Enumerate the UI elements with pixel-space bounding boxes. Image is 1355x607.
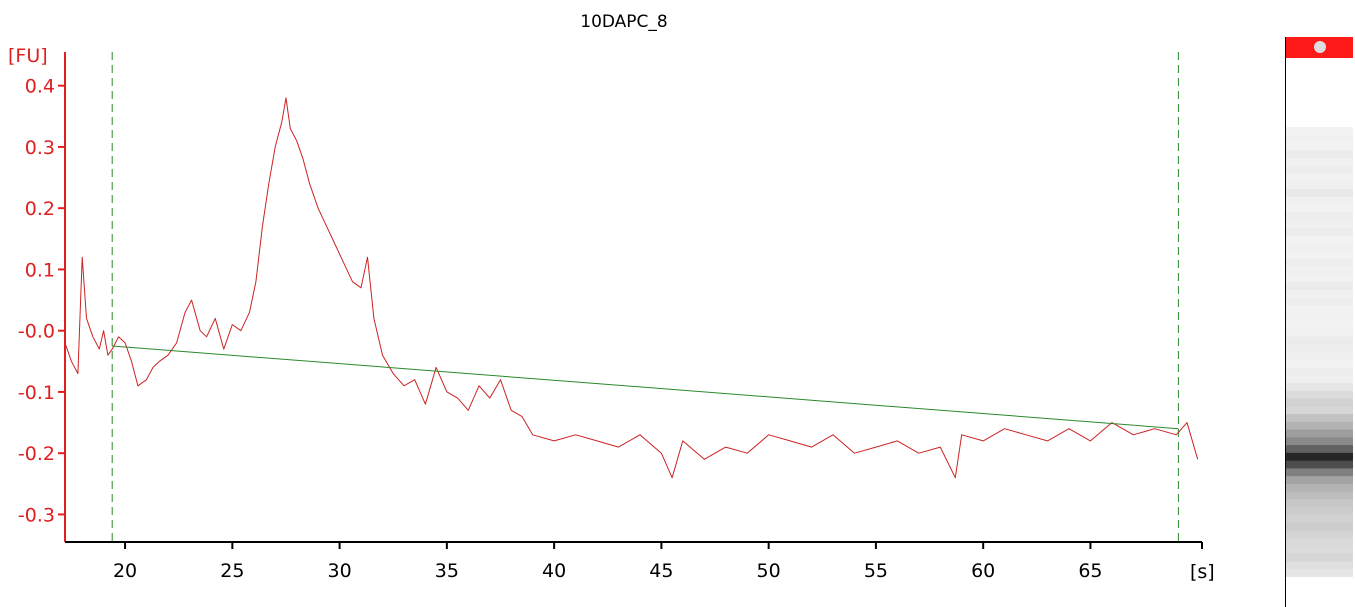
gel-band	[1286, 297, 1353, 306]
y-tick-label: -0.3	[18, 504, 55, 526]
gel-band	[1286, 414, 1353, 423]
gel-band	[1286, 204, 1353, 213]
gel-band-gradient	[1286, 127, 1353, 577]
chart-title: 10DAPC_8	[580, 12, 668, 32]
gel-band	[1286, 530, 1353, 539]
gel-band	[1286, 142, 1353, 151]
gel-band	[1286, 212, 1353, 221]
x-tick-label: 35	[435, 560, 459, 582]
gel-band	[1286, 522, 1353, 531]
gel-band	[1286, 390, 1353, 400]
gel-band	[1286, 383, 1353, 392]
gel-band	[1286, 561, 1353, 570]
gel-band	[1286, 514, 1353, 524]
gel-band	[1286, 313, 1353, 322]
signal-trace-line	[64, 97, 1199, 479]
x-tick-label: 45	[649, 560, 673, 582]
gel-band	[1286, 258, 1353, 268]
y-axis-unit-label: [FU]	[8, 45, 48, 67]
baseline-line	[112, 345, 1179, 430]
gel-band	[1286, 476, 1353, 485]
gel-band	[1286, 235, 1353, 244]
x-axis-unit-label: [s]	[1190, 561, 1215, 583]
y-tick-label: 0.3	[25, 137, 55, 159]
gel-band	[1286, 127, 1353, 136]
gel-band	[1286, 398, 1353, 407]
lane-marker-band	[1286, 37, 1353, 58]
gel-band	[1286, 196, 1353, 206]
gel-band	[1286, 545, 1353, 555]
gel-band	[1286, 406, 1353, 415]
gel-band	[1286, 344, 1353, 353]
gel-band	[1286, 445, 1353, 454]
gel-band	[1286, 227, 1353, 237]
x-tick-label: 60	[971, 560, 995, 582]
gel-band	[1286, 274, 1353, 283]
gel-band	[1286, 460, 1353, 469]
gel-band	[1286, 305, 1353, 314]
gel-band	[1286, 352, 1353, 361]
gel-band	[1286, 538, 1353, 547]
gel-lane-image	[1285, 37, 1353, 607]
gel-band	[1286, 491, 1353, 500]
x-tick-label: 25	[220, 560, 244, 582]
gel-band	[1286, 429, 1353, 438]
gel-band	[1286, 189, 1353, 198]
x-tick-label: 30	[328, 560, 352, 582]
gel-band	[1286, 150, 1353, 159]
gel-band	[1286, 320, 1353, 330]
gel-band	[1286, 282, 1353, 291]
gel-band	[1286, 173, 1353, 182]
gel-band	[1286, 165, 1353, 175]
y-tick-label: -0.1	[18, 382, 55, 404]
gel-band	[1286, 251, 1353, 260]
gel-band	[1286, 336, 1353, 345]
gel-band	[1286, 243, 1353, 252]
gel-band	[1286, 499, 1353, 508]
gel-band	[1286, 437, 1353, 446]
gel-band	[1286, 569, 1353, 577]
gel-band	[1286, 134, 1353, 144]
gel-band	[1286, 220, 1353, 229]
gel-band	[1286, 181, 1353, 190]
gel-band	[1286, 367, 1353, 376]
x-tick-label: 40	[542, 560, 566, 582]
gel-band	[1286, 158, 1353, 167]
gel-band	[1286, 266, 1353, 275]
gel-band	[1286, 375, 1353, 384]
gel-band	[1286, 483, 1353, 493]
gel-band	[1286, 421, 1353, 431]
y-tick-label: -0.2	[18, 443, 55, 465]
electropherogram-chart: 10DAPC_8 [FU] [s] 0.4 0.3 0.2 0.1 -0.0 -0.1 -0…	[8, 12, 1215, 583]
x-tick-label: 20	[113, 560, 137, 582]
marker-dot-icon	[1314, 41, 1326, 53]
gel-band	[1286, 289, 1353, 299]
gel-band	[1286, 553, 1353, 562]
gel-band	[1286, 452, 1353, 462]
x-tick-label: 55	[864, 560, 888, 582]
gel-band	[1286, 359, 1353, 369]
x-tick-label: 50	[757, 560, 781, 582]
gel-band	[1286, 328, 1353, 337]
y-tick-label: 0.2	[25, 198, 55, 220]
y-tick-label: 0.1	[25, 259, 55, 281]
gel-band	[1286, 507, 1353, 516]
y-tick-label: -0.0	[18, 321, 55, 343]
y-tick-label: 0.4	[25, 76, 55, 98]
gel-band	[1286, 468, 1353, 477]
x-tick-label: 65	[1078, 560, 1102, 582]
